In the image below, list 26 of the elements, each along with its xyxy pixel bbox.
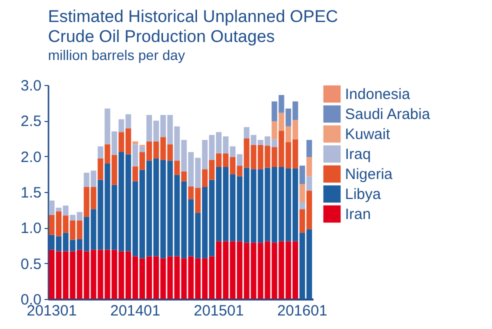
text: Estimated Historical Unplanned OPEC (48, 7, 338, 26)
text: Crude Oil Production Outages (48, 27, 275, 46)
bar (299, 166, 306, 184)
x-tick-label: 201501 (194, 302, 244, 320)
legend-label: Saudi Arabia (345, 106, 431, 123)
chart-subtitle: million barrels per day (48, 47, 185, 63)
bar (306, 176, 312, 191)
legend-label: Nigeria (345, 166, 394, 183)
legend-label: Iran (345, 206, 371, 223)
y-tick-label: 1.5 (20, 184, 42, 202)
bar (299, 202, 306, 210)
y-tick-label: 2.5 (20, 113, 42, 130)
bar (98, 146, 104, 158)
bar (306, 140, 312, 158)
legend-label: Iraq (345, 146, 371, 163)
bar (306, 157, 312, 176)
x-tick-label: 201601 (277, 302, 328, 320)
legend-label: Kuwait (345, 126, 391, 143)
y-tick-label: 2.0 (20, 148, 42, 166)
legend-label: Indonesia (345, 86, 411, 103)
y-tick-label: 1.0 (20, 220, 42, 238)
y-tick-label: 0.5 (20, 256, 42, 273)
bar (299, 184, 306, 202)
legend-label: Libya (345, 186, 382, 203)
x-tick-label: 201401 (110, 302, 160, 320)
y-tick-label: 3.0 (20, 78, 42, 94)
